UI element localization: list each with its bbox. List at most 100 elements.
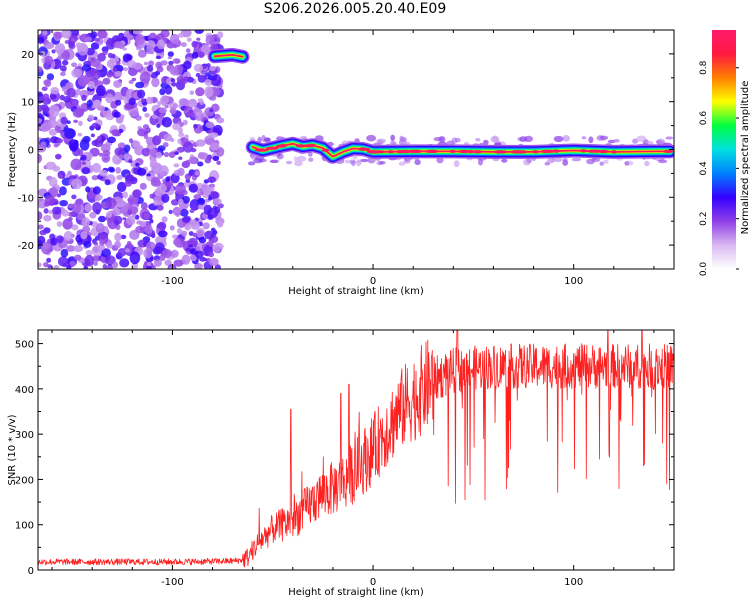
noise-blob — [99, 169, 108, 177]
heatmap-xlabel: Height of straight line (km) — [288, 286, 424, 297]
noise-blob — [75, 88, 81, 96]
halo-blob — [586, 158, 595, 165]
noise-blob — [184, 134, 189, 139]
noise-blob — [61, 50, 70, 61]
noise-blob — [85, 186, 91, 193]
line-plot — [38, 330, 674, 568]
noise-blob — [144, 224, 153, 235]
snr-line — [38, 330, 674, 568]
noise-blob — [195, 72, 201, 78]
noise-blob — [137, 89, 146, 99]
noise-blob — [81, 161, 87, 165]
noise-blob — [146, 96, 154, 105]
noise-blob — [143, 248, 153, 259]
noise-blob — [174, 151, 179, 156]
halo-blob — [251, 156, 256, 160]
signal-hotspot — [493, 150, 509, 154]
noise-blob — [59, 65, 67, 72]
noise-blob — [133, 62, 142, 70]
signal-hotspot — [510, 150, 521, 154]
noise-blob — [92, 70, 101, 80]
halo-blob — [253, 157, 263, 164]
noise-blob — [108, 167, 115, 173]
noise-blob — [74, 254, 82, 261]
noise-blob — [186, 37, 192, 42]
noise-blob — [217, 31, 224, 39]
noise-blob — [168, 151, 176, 158]
signal-hotspot — [387, 150, 395, 154]
noise-blob — [191, 40, 198, 48]
signal-hotspot — [467, 150, 474, 154]
noise-blob — [193, 63, 204, 73]
colorbar — [712, 30, 736, 269]
noise-blob — [197, 161, 204, 167]
noise-blob — [91, 162, 102, 173]
noise-blob — [92, 186, 101, 195]
halo-blob — [644, 160, 650, 167]
noise-blob — [85, 249, 93, 256]
noise-blob — [52, 165, 61, 172]
noise-blob — [129, 251, 141, 265]
noise-blob — [205, 35, 215, 46]
signal-hotspot — [302, 144, 316, 148]
halo-blob — [632, 138, 639, 144]
noise-blob — [84, 254, 95, 267]
noise-blob — [207, 207, 219, 218]
signal-hotspot — [366, 150, 381, 154]
noise-blob — [177, 32, 185, 38]
noise-blob — [135, 115, 142, 121]
noise-blob — [114, 232, 122, 242]
noise-blob — [61, 30, 72, 39]
noise-blob — [118, 154, 125, 159]
noise-blob — [169, 33, 180, 44]
noise-blob — [210, 227, 216, 232]
noise-blob — [119, 258, 130, 268]
noise-blob — [212, 198, 222, 205]
noise-blob — [153, 200, 159, 206]
noise-blob — [111, 129, 120, 137]
noise-blob — [144, 61, 148, 66]
signal-hotspot — [531, 150, 540, 154]
noise-blob — [203, 258, 208, 262]
noise-blob — [178, 198, 184, 204]
noise-blob — [188, 219, 197, 227]
noise-blob — [66, 120, 71, 124]
halo-blob — [544, 161, 551, 166]
noise-blob — [170, 249, 179, 258]
noise-blob — [178, 98, 189, 106]
noise-blob — [152, 135, 162, 146]
noise-blob — [202, 222, 210, 230]
noise-blob — [194, 171, 200, 176]
colorbar-tick-label: 0.0 — [699, 262, 709, 277]
noise-blob — [122, 217, 127, 221]
noise-blob — [42, 30, 48, 36]
noise-blob — [151, 77, 160, 88]
noise-blob — [52, 206, 62, 215]
halo-blob — [453, 160, 460, 168]
noise-blob — [171, 82, 177, 87]
halo-blob — [490, 136, 500, 143]
noise-blob — [142, 106, 148, 112]
noise-blob — [98, 152, 104, 157]
noise-blob — [38, 235, 46, 246]
noise-blob — [43, 262, 49, 268]
noise-blob — [163, 151, 170, 158]
noise-blob — [173, 259, 184, 267]
halo-blob — [433, 136, 443, 142]
halo-blob — [665, 136, 674, 140]
noise-blob — [169, 225, 175, 231]
noise-blob — [116, 175, 123, 180]
noise-blob — [140, 202, 148, 210]
noise-blob — [107, 136, 116, 144]
noise-blob — [136, 220, 143, 225]
signal-hotspot — [398, 149, 413, 154]
signal-hotspot — [411, 149, 421, 153]
noise-blob — [124, 180, 132, 187]
noise-blob — [56, 193, 62, 198]
noise-blob — [216, 117, 225, 124]
halo-blob — [603, 159, 609, 164]
noise-blob — [181, 42, 187, 48]
halo-blob — [636, 135, 647, 142]
noise-blob — [131, 77, 137, 82]
halo-blob — [359, 158, 369, 163]
